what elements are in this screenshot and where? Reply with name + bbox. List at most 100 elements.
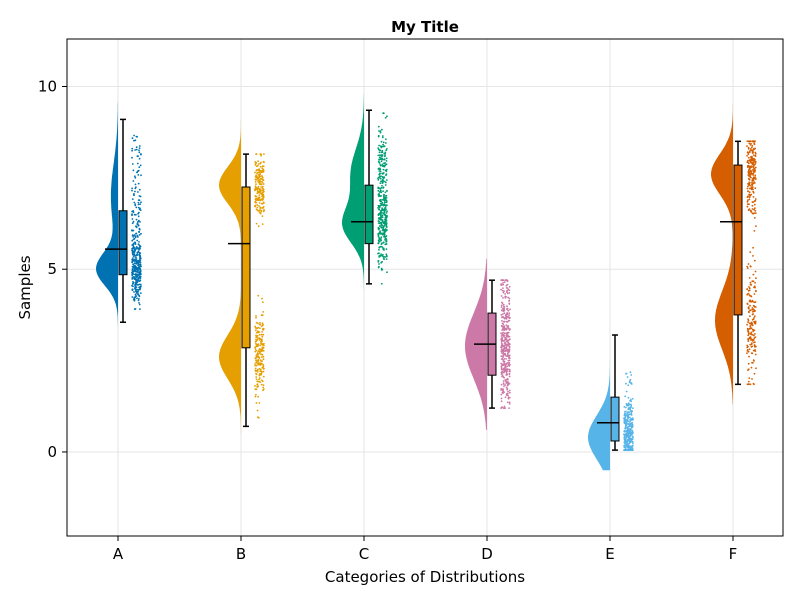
rain-point [506,332,509,335]
rain-point [508,302,511,305]
rain-point [254,201,257,204]
rain-point [380,239,383,242]
rain-point [625,436,628,439]
rain-point [139,283,142,286]
rain-point [261,297,263,300]
rain-point [506,340,509,343]
rain-point [378,225,381,227]
rain-point [627,435,629,437]
rain-point [132,169,135,172]
rain-point [508,401,511,404]
rain-point [385,181,387,184]
rain-point [133,134,136,137]
rain-point [501,302,504,305]
rain-point [135,218,138,221]
rain-point [508,403,511,405]
rain-point [753,285,756,288]
rain-point [258,331,261,333]
rain-point [262,168,265,171]
rain-point [255,359,258,362]
rain-point [503,347,506,350]
rain-point [754,151,757,154]
x-tick-label: B [236,545,246,563]
rain-point [632,442,634,445]
rain-point [259,212,262,215]
rain-point [627,402,630,405]
rain-point [505,324,508,327]
rain-point [625,382,627,385]
rain-point [752,255,754,257]
rain-point [381,149,384,152]
rain-point [377,167,380,170]
rain-point [382,141,385,144]
rain-point [625,403,628,405]
rain-point [136,223,139,226]
rain-point [502,380,505,382]
rain-point [502,287,504,289]
rain-point [753,259,756,262]
rain-point [139,164,142,167]
rain-point [261,207,264,209]
rain-point [500,367,503,370]
rain-point [134,183,137,186]
box-a [118,210,128,276]
rain-point [377,147,380,150]
rain-point [254,363,257,365]
rain-point [753,230,756,232]
rain-point [259,173,262,175]
rain-point [257,343,260,345]
rain-point [623,442,626,444]
rain-point [751,204,754,207]
rain-point [378,193,380,196]
rain-point [258,339,261,341]
rain-point [385,248,388,251]
rain-point [746,344,749,347]
y-axis-label: Samples [16,255,34,319]
rain-point [262,355,265,358]
rain-point [256,380,259,383]
rain-point [137,212,140,215]
rain-point [133,260,136,262]
rain-point [379,230,381,233]
rain-point [255,356,258,359]
rain-point [752,308,755,311]
rain-point [380,223,383,225]
rain-point [747,362,750,365]
rain-point [380,209,383,212]
rain-point [500,314,503,316]
rain-point [133,262,136,264]
rain-point [254,370,257,372]
rain-point [754,333,756,335]
rain-point [261,360,263,363]
rain-point [382,241,385,244]
rain-point [136,234,139,237]
rain-point [500,407,502,409]
rain-point [507,334,509,337]
rain-point [137,243,140,246]
x-tick-label: A [113,545,124,563]
rain-point [261,215,264,218]
rain-point [262,349,265,352]
rain-point [754,178,757,180]
rain-point [131,187,134,190]
rain-point [378,240,381,243]
rain-point [751,184,753,187]
rain-point [136,251,139,254]
rain-point [505,358,507,360]
rain-point [503,312,506,315]
rain-point [746,288,748,290]
rain-point [383,162,385,165]
x-tick-label: C [359,545,369,563]
rain-point [262,323,264,326]
rain-point [384,204,386,207]
rain-point [754,270,757,273]
rain-point [501,309,503,312]
rain-point [747,185,749,188]
rain-point [754,198,757,200]
rain-point [506,305,508,308]
rain-point [383,193,385,196]
rain-point [508,289,511,292]
rain-point [133,308,136,310]
rain-point [748,289,751,292]
rain-point [258,196,261,199]
